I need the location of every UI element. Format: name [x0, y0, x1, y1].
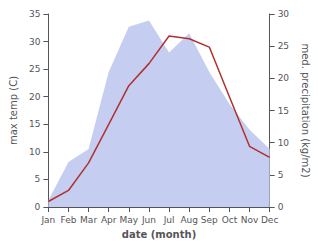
svg-text:Jan: Jan — [40, 215, 55, 225]
svg-text:15: 15 — [278, 106, 289, 116]
svg-text:Oct: Oct — [222, 215, 238, 225]
svg-text:10: 10 — [29, 147, 41, 157]
svg-text:20: 20 — [29, 92, 41, 102]
svg-text:Nov: Nov — [241, 215, 259, 225]
svg-text:10: 10 — [278, 138, 290, 148]
svg-text:20: 20 — [278, 73, 290, 83]
svg-text:May: May — [120, 215, 139, 225]
svg-text:Dec: Dec — [261, 215, 278, 225]
svg-text:15: 15 — [29, 119, 40, 129]
svg-text:5: 5 — [278, 170, 284, 180]
svg-text:30: 30 — [29, 37, 41, 47]
svg-text:30: 30 — [278, 9, 290, 19]
svg-text:Jul: Jul — [163, 215, 175, 225]
svg-text:0: 0 — [35, 202, 41, 212]
svg-text:35: 35 — [29, 9, 40, 19]
svg-text:med. precipitation (kg/m2): med. precipitation (kg/m2) — [300, 43, 311, 177]
svg-text:date (month): date (month) — [122, 229, 196, 240]
svg-text:Feb: Feb — [61, 215, 77, 225]
svg-text:Mar: Mar — [80, 215, 97, 225]
svg-text:0: 0 — [278, 202, 284, 212]
svg-text:Sep: Sep — [201, 215, 218, 225]
svg-text:25: 25 — [278, 41, 289, 51]
svg-text:max temp (C): max temp (C) — [8, 76, 19, 145]
svg-text:5: 5 — [35, 174, 41, 184]
svg-text:Apr: Apr — [101, 215, 117, 225]
svg-text:Jun: Jun — [141, 215, 156, 225]
svg-text:25: 25 — [29, 64, 40, 74]
svg-text:Aug: Aug — [180, 215, 198, 225]
